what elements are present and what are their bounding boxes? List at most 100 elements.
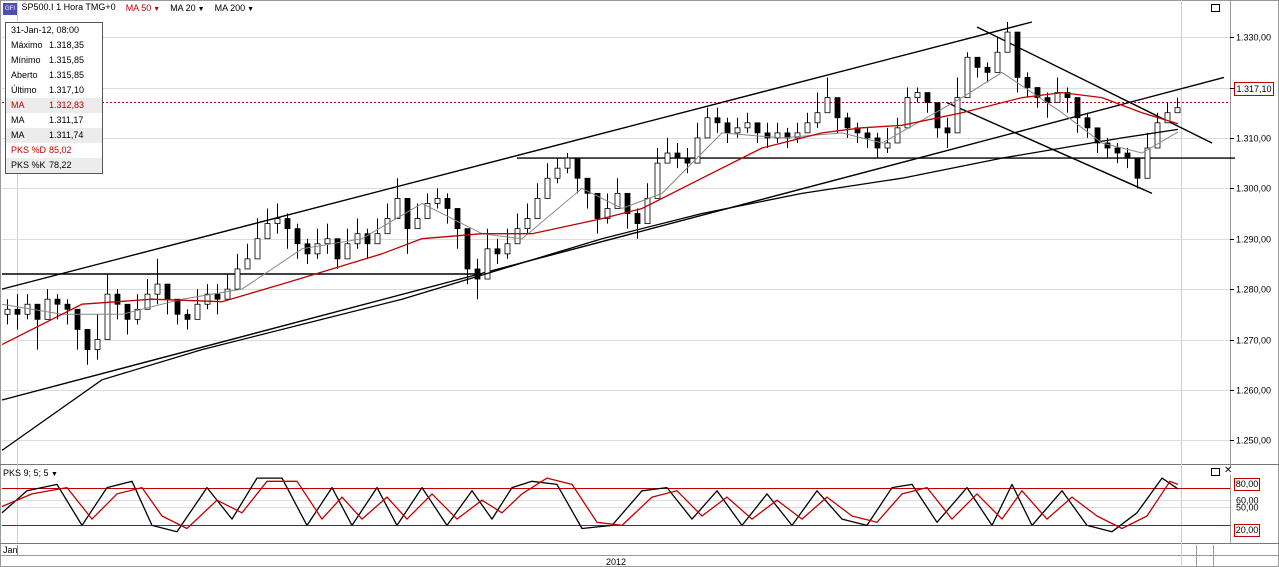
candle-body <box>904 97 911 129</box>
price-tick-label: 1.250,00 <box>1236 436 1271 446</box>
dropdown-arrow-icon: ▼ <box>153 6 161 13</box>
candle <box>1094 127 1101 154</box>
price-tick-label: 1.270,00 <box>1236 336 1271 346</box>
candle <box>834 97 841 133</box>
data-value: 1.315,85 <box>49 70 85 80</box>
candle-body <box>944 127 951 134</box>
candle <box>674 142 681 169</box>
indicator-ma200-toggle[interactable]: MA 200 ▼ <box>215 3 254 13</box>
candle <box>1124 148 1131 169</box>
pks-indicator-selector[interactable]: PKS 9; 5; 5 ▼ <box>3 468 58 478</box>
data-value: 1.318,35 <box>49 40 85 50</box>
candle-body <box>34 303 41 320</box>
candle <box>1034 87 1041 108</box>
candle <box>924 92 931 113</box>
candle <box>264 208 271 240</box>
indicator-ma20-toggle[interactable]: MA 20 ▼ <box>170 3 204 13</box>
candle-body <box>294 228 301 245</box>
candle <box>84 329 91 365</box>
price-tick-label: 1.290,00 <box>1236 235 1271 245</box>
maximize-sub-pane-icon[interactable] <box>1211 468 1220 476</box>
candle <box>464 228 471 285</box>
timezone-label: TMG+0 <box>85 1 116 12</box>
candle <box>694 122 701 164</box>
data-row-pks-d: PKS %D 85,02 <box>6 143 102 158</box>
chart-header: GFI SP500.I 1 Hora TMG+0 MA 50 ▼ MA 20 ▼ M… <box>3 1 254 15</box>
candle-body <box>694 137 701 164</box>
candle <box>664 137 671 164</box>
symbol-selector[interactable]: GFI SP500.I 1 Hora TMG+0 <box>3 2 116 15</box>
candle-body <box>734 127 741 134</box>
data-label: MA <box>11 130 25 140</box>
candle <box>284 213 291 249</box>
candle-body <box>524 218 531 230</box>
candle-body <box>974 56 981 68</box>
candle <box>204 284 211 310</box>
candle <box>534 183 541 219</box>
candle-body <box>644 197 651 224</box>
candle-body <box>994 51 1001 73</box>
candle <box>454 208 461 249</box>
candle-body <box>614 192 621 209</box>
candle-body <box>1174 107 1181 114</box>
candle <box>754 122 761 143</box>
pks-d-line <box>1 477 1179 530</box>
candle <box>1014 31 1021 93</box>
candle-body <box>564 157 571 169</box>
candle <box>4 299 11 325</box>
data-value: 85,02 <box>49 145 72 155</box>
candle-body <box>414 218 421 230</box>
data-row-ma50: MA 1.312,83 <box>6 98 102 113</box>
candle-body <box>1084 117 1091 129</box>
candle-body <box>764 132 771 139</box>
candle-body <box>274 218 281 224</box>
candle-body <box>824 97 831 114</box>
candle <box>184 309 191 330</box>
candle <box>124 303 131 335</box>
close-sub-pane-icon[interactable]: ✕ <box>1224 465 1233 476</box>
candle <box>934 102 941 138</box>
candle-body <box>1064 92 1071 98</box>
candle-body <box>84 329 91 351</box>
candle-body <box>374 233 381 245</box>
candle <box>1024 72 1031 98</box>
candle-body <box>964 56 971 98</box>
candle <box>1054 77 1061 104</box>
data-label: PKS %K <box>11 160 46 170</box>
candle <box>874 132 881 159</box>
candle <box>1064 87 1071 113</box>
candle-body <box>244 258 251 270</box>
candle-body <box>604 208 611 219</box>
indicator-ma50-toggle[interactable]: MA 50 ▼ <box>126 3 160 13</box>
candle-body <box>164 283 171 300</box>
data-value: 1.317,10 <box>49 85 85 95</box>
level-label-80: 80,00 <box>1234 478 1260 491</box>
app-logo-icon: GFI <box>3 2 17 15</box>
candle <box>974 56 981 78</box>
maximize-main-pane-icon[interactable] <box>1211 4 1220 12</box>
candle <box>314 228 321 259</box>
data-row-last: Último 1.317,10 <box>6 83 102 98</box>
candle-body <box>1024 77 1031 88</box>
candle <box>654 148 661 199</box>
candle-body <box>744 122 751 129</box>
trend-line <box>1 21 1033 290</box>
data-label: Máximo <box>11 40 43 50</box>
candle <box>244 243 251 270</box>
candle-body <box>114 293 121 305</box>
candle <box>644 183 651 224</box>
data-value: 1.315,85 <box>49 55 85 65</box>
candle-body <box>1054 92 1061 104</box>
candle-body <box>834 97 841 119</box>
candle <box>114 289 121 320</box>
candle-body <box>314 243 321 255</box>
candle-body <box>654 162 661 199</box>
osc-tick-label: 60,00 <box>1236 496 1259 506</box>
data-label: PKS %D <box>11 145 47 155</box>
data-row-low: Mínimo 1.315,85 <box>6 53 102 68</box>
data-window: 31-Jan-12, 08:00 Máximo 1.318,35 Mínimo 1.… <box>5 22 103 174</box>
candle-body <box>794 132 801 139</box>
candle-body <box>204 293 211 305</box>
indicator-label: MA 50 <box>125 3 152 13</box>
candle <box>514 213 521 245</box>
